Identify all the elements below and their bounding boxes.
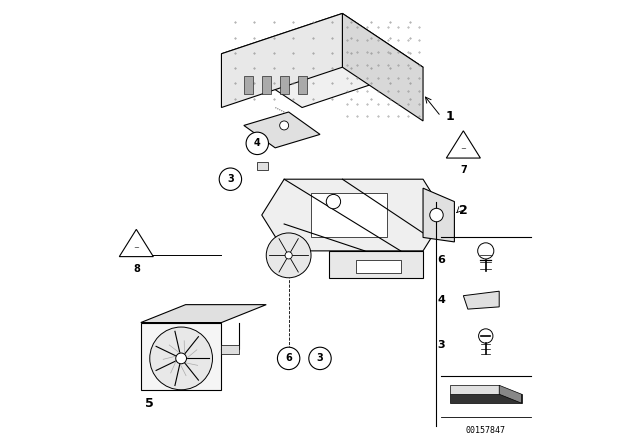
- Polygon shape: [342, 13, 423, 121]
- Polygon shape: [119, 229, 154, 257]
- Polygon shape: [262, 179, 445, 251]
- Text: 3: 3: [437, 340, 445, 350]
- Circle shape: [479, 329, 493, 343]
- Circle shape: [220, 168, 242, 190]
- Text: 7: 7: [460, 165, 467, 175]
- Text: ~: ~: [460, 146, 467, 152]
- Text: 6: 6: [437, 255, 445, 265]
- Bar: [280, 76, 289, 94]
- Circle shape: [285, 252, 292, 259]
- Bar: [262, 76, 271, 94]
- Polygon shape: [141, 305, 266, 323]
- Polygon shape: [423, 188, 454, 242]
- Text: ~: ~: [133, 245, 140, 251]
- Circle shape: [266, 233, 311, 278]
- Text: 3: 3: [317, 353, 323, 363]
- Circle shape: [278, 347, 300, 370]
- Polygon shape: [221, 13, 423, 108]
- Circle shape: [477, 243, 494, 259]
- Circle shape: [326, 194, 340, 209]
- Circle shape: [280, 121, 289, 130]
- Bar: [298, 76, 307, 94]
- Polygon shape: [311, 193, 387, 237]
- Text: 4: 4: [437, 295, 445, 305]
- Polygon shape: [499, 385, 522, 403]
- Text: 8: 8: [133, 264, 140, 274]
- Bar: [257, 162, 269, 170]
- Polygon shape: [463, 291, 499, 309]
- Text: 00157847: 00157847: [466, 426, 506, 435]
- Bar: [244, 76, 253, 94]
- Bar: [221, 345, 239, 354]
- Polygon shape: [221, 13, 342, 108]
- Bar: [356, 260, 401, 273]
- Circle shape: [176, 353, 186, 364]
- Text: 3: 3: [227, 174, 234, 184]
- Circle shape: [246, 132, 269, 155]
- Polygon shape: [450, 385, 499, 394]
- Text: 5: 5: [145, 396, 154, 410]
- Polygon shape: [450, 394, 522, 403]
- Text: 4: 4: [254, 138, 260, 148]
- Text: 6: 6: [285, 353, 292, 363]
- Polygon shape: [141, 323, 221, 390]
- Circle shape: [430, 208, 444, 222]
- Circle shape: [309, 347, 332, 370]
- Circle shape: [150, 327, 212, 390]
- Polygon shape: [329, 251, 423, 278]
- Polygon shape: [446, 131, 481, 158]
- Text: 2: 2: [459, 204, 468, 217]
- Polygon shape: [244, 112, 320, 148]
- Text: 1: 1: [445, 110, 454, 123]
